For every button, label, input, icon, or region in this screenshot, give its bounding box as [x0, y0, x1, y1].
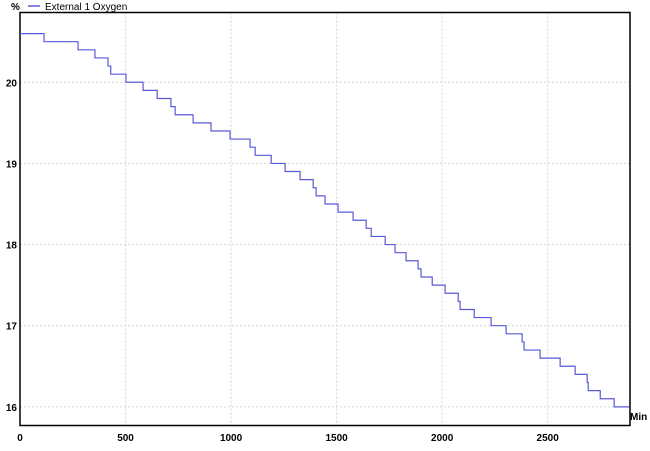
x-tick-label: 1000	[220, 433, 243, 444]
x-tick-label: 0	[17, 433, 23, 444]
y-tick-label: 17	[6, 322, 18, 333]
legend-label: External 1 Oxygen	[45, 2, 127, 13]
plot-frame	[19, 11, 631, 427]
x-axis-label: Min	[630, 412, 647, 423]
y-tick-label: 19	[6, 159, 18, 170]
y-tick-label: 18	[6, 241, 18, 252]
x-tick-label: 2500	[537, 433, 560, 444]
x-tick-label: 2000	[431, 433, 454, 444]
grid	[20, 12, 630, 426]
series-line	[20, 32, 630, 408]
y-axis-label: %	[11, 2, 20, 13]
ticks: 0 500 1000 1500 2000 2500 16 17 18 19 20	[6, 78, 559, 444]
x-tick-label: 500	[117, 433, 134, 444]
y-tick-label: 16	[6, 403, 18, 414]
series-layer	[20, 32, 630, 408]
y-tick-label: 20	[6, 78, 18, 89]
x-tick-label: 1500	[325, 433, 348, 444]
